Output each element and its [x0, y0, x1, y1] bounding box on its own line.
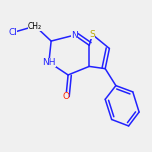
Text: N: N: [71, 31, 78, 40]
Text: Cl: Cl: [9, 28, 17, 37]
Text: O: O: [62, 92, 69, 101]
Text: NH: NH: [42, 58, 56, 67]
Text: CH₂: CH₂: [28, 22, 42, 31]
Text: S: S: [90, 30, 95, 39]
